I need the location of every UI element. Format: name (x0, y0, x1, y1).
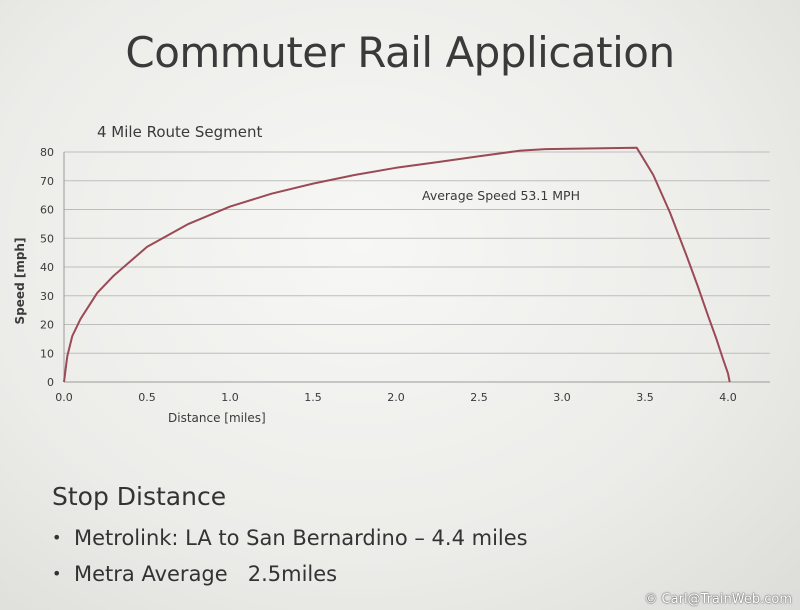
chart-title: 4 Mile Route Segment (97, 123, 263, 141)
stop-item-metra: Metra Average 2.5miles (74, 562, 338, 586)
stop-distance-heading: Stop Distance (52, 482, 227, 511)
bullet-icon: • (52, 528, 62, 547)
average-speed-annotation: Average Speed 53.1 MPH (422, 188, 580, 203)
stop-item-metrolink: Metrolink: LA to San Bernardino – 4.4 mi… (74, 526, 528, 550)
y-tick-label: 10 (40, 347, 54, 360)
y-tick-label: 70 (40, 175, 54, 188)
y-tick-label: 50 (40, 232, 54, 245)
x-tick-label: 0.5 (138, 391, 156, 404)
bullet-icon: • (52, 564, 62, 583)
x-tick-label: 2.5 (470, 391, 488, 404)
y-tick-label: 30 (40, 290, 54, 303)
list-item: • Metra Average 2.5miles (52, 556, 528, 592)
list-item: • Metrolink: LA to San Bernardino – 4.4 m… (52, 520, 528, 556)
y-tick-label: 80 (40, 146, 54, 159)
x-tick-label: 0.0 (55, 391, 73, 404)
y-axis-label: Speed [mph] (13, 238, 27, 325)
y-tick-label: 0 (47, 376, 54, 389)
slide-title: Commuter Rail Application (125, 28, 675, 77)
y-tick-label: 40 (40, 261, 54, 274)
x-tick-label: 2.0 (387, 391, 405, 404)
x-tick-label: 4.0 (719, 391, 737, 404)
x-tick-label: 1.5 (304, 391, 322, 404)
x-tick-label: 3.0 (553, 391, 571, 404)
copyright-watermark: © Carl@TrainWeb.com (644, 592, 792, 607)
x-tick-label: 1.0 (221, 391, 239, 404)
speed-distance-chart: 0 10 20 30 40 50 60 70 80 0.0 0.5 1.0 1.5 2.0 2.5 3.0 3.… (13, 123, 770, 425)
speed-profile-line (63, 146, 731, 383)
x-tick-label: 3.5 (636, 391, 654, 404)
x-axis-label: Distance [miles] (168, 411, 266, 425)
y-tick-label: 60 (40, 204, 54, 217)
y-tick-label: 20 (40, 319, 54, 332)
stop-distance-list: • Metrolink: LA to San Bernardino – 4.4 m… (52, 520, 528, 592)
